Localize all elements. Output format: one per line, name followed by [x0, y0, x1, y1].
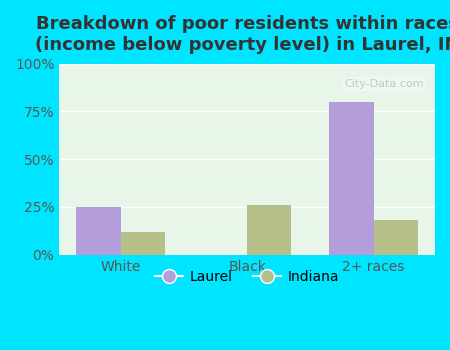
Bar [121, 232, 165, 255]
Bar [374, 220, 418, 255]
Bar [76, 207, 121, 255]
Legend: Laurel, Indiana: Laurel, Indiana [149, 265, 345, 290]
Title: Breakdown of poor residents within races
(income below poverty level) in Laurel,: Breakdown of poor residents within races… [35, 15, 450, 54]
Bar [247, 205, 292, 255]
Text: City-Data.com: City-Data.com [344, 79, 424, 89]
Bar [329, 102, 373, 255]
